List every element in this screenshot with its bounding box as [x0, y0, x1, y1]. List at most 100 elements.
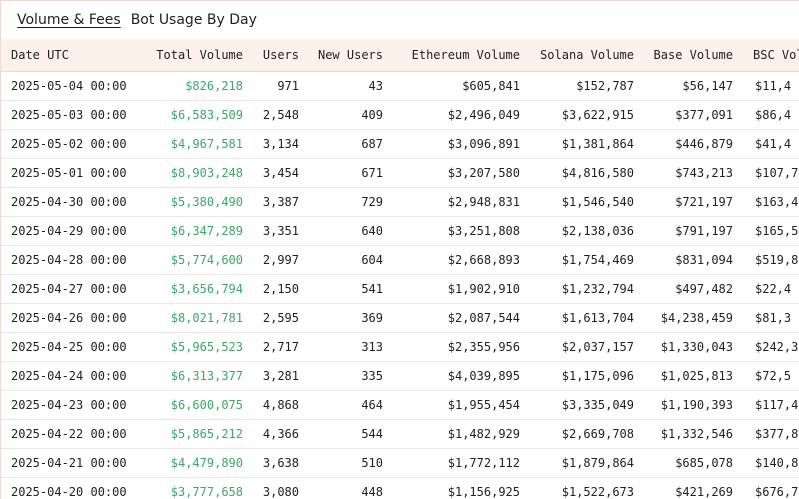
- table-row: 2025-05-02 00:00 $4,967,581 3,134 687 $3,096…: [1, 129, 799, 159]
- column-header-users[interactable]: Users: [253, 39, 309, 72]
- cell-ethereum-volume: $1,902,910: [393, 274, 530, 304]
- table-row: 2025-05-01 00:00 $8,903,248 3,454 671 $3,207…: [1, 158, 799, 188]
- cell-users: 2,595: [253, 303, 309, 333]
- column-header-total-volume[interactable]: Total Volume: [146, 39, 253, 72]
- cell-base-volume: $1,025,813: [644, 361, 743, 391]
- cell-new-users: 544: [309, 419, 393, 449]
- cell-ethereum-volume: $605,841: [393, 71, 530, 101]
- cell-bsc-volume: $41,4: [743, 129, 799, 159]
- column-header-new-users[interactable]: New Users: [309, 39, 393, 72]
- table-row: 2025-04-20 00:00 $3,777,658 3,080 448 $1,156…: [1, 477, 799, 499]
- cell-bsc-volume: $22,4: [743, 274, 799, 304]
- cell-date: 2025-05-04 00:00: [1, 71, 146, 101]
- cell-bsc-volume: $165,5: [743, 216, 799, 246]
- cell-base-volume: $56,147: [644, 71, 743, 101]
- cell-total-volume: $4,967,581: [146, 129, 253, 159]
- cell-date: 2025-04-21 00:00: [1, 448, 146, 478]
- cell-total-volume: $8,021,781: [146, 303, 253, 333]
- cell-solana-volume: $1,232,794: [530, 274, 644, 304]
- cell-base-volume: $831,094: [644, 245, 743, 275]
- cell-new-users: 510: [309, 448, 393, 478]
- cell-bsc-volume: $86,4: [743, 100, 799, 130]
- table-row: 2025-05-03 00:00 $6,583,509 2,548 409 $2,496…: [1, 100, 799, 130]
- column-header-date[interactable]: Date UTC: [1, 39, 146, 72]
- cell-solana-volume: $3,335,049: [530, 390, 644, 420]
- table-row: 2025-05-04 00:00 $826,218 971 43 $605,841 $15…: [1, 71, 799, 101]
- cell-date: 2025-04-30 00:00: [1, 187, 146, 217]
- cell-new-users: 729: [309, 187, 393, 217]
- cell-users: 4,366: [253, 419, 309, 449]
- cell-solana-volume: $1,175,096: [530, 361, 644, 391]
- cell-ethereum-volume: $1,955,454: [393, 390, 530, 420]
- column-header-base-volume[interactable]: Base Volume: [644, 39, 743, 72]
- cell-new-users: 409: [309, 100, 393, 130]
- cell-date: 2025-04-26 00:00: [1, 303, 146, 333]
- cell-total-volume: $3,777,658: [146, 477, 253, 499]
- tab-volume-fees[interactable]: Volume & Fees: [17, 12, 121, 28]
- cell-base-volume: $743,213: [644, 158, 743, 188]
- cell-date: 2025-05-01 00:00: [1, 158, 146, 188]
- cell-new-users: 640: [309, 216, 393, 246]
- table-header-row: Date UTC Total Volume Users New Users Ethere…: [1, 39, 799, 72]
- cell-total-volume: $6,600,075: [146, 390, 253, 420]
- tab-bot-usage-by-day[interactable]: Bot Usage By Day: [130, 12, 257, 28]
- cell-base-volume: $721,197: [644, 187, 743, 217]
- cell-ethereum-volume: $2,668,893: [393, 245, 530, 275]
- cell-solana-volume: $152,787: [530, 71, 644, 101]
- cell-date: 2025-04-29 00:00: [1, 216, 146, 246]
- cell-date: 2025-04-22 00:00: [1, 419, 146, 449]
- cell-users: 3,638: [253, 448, 309, 478]
- table-row: 2025-04-25 00:00 $5,965,523 2,717 313 $2,355…: [1, 332, 799, 362]
- cell-solana-volume: $2,037,157: [530, 332, 644, 362]
- table-row: 2025-04-26 00:00 $8,021,781 2,595 369 $2,087…: [1, 303, 799, 333]
- cell-date: 2025-04-28 00:00: [1, 245, 146, 275]
- cell-bsc-volume: $377,8: [743, 419, 799, 449]
- cell-ethereum-volume: $3,207,580: [393, 158, 530, 188]
- cell-ethereum-volume: $2,948,831: [393, 187, 530, 217]
- cell-base-volume: $377,091: [644, 100, 743, 130]
- cell-new-users: 313: [309, 332, 393, 362]
- volume-table: Date UTC Total Volume Users New Users Ethere…: [1, 39, 799, 499]
- cell-users: 2,150: [253, 274, 309, 304]
- column-header-bsc-volume[interactable]: BSC Volu: [743, 39, 799, 72]
- cell-base-volume: $4,238,459: [644, 303, 743, 333]
- table-scroll-area[interactable]: Date UTC Total Volume Users New Users Ethere…: [1, 39, 799, 499]
- cell-users: 2,997: [253, 245, 309, 275]
- cell-bsc-volume: $81,3: [743, 303, 799, 333]
- cell-ethereum-volume: $2,087,544: [393, 303, 530, 333]
- cell-bsc-volume: $117,4: [743, 390, 799, 420]
- cell-users: 2,717: [253, 332, 309, 362]
- table-row: 2025-04-29 00:00 $6,347,289 3,351 640 $3,251…: [1, 216, 799, 246]
- cell-total-volume: $3,656,794: [146, 274, 253, 304]
- cell-ethereum-volume: $1,482,929: [393, 419, 530, 449]
- column-header-ethereum-volume[interactable]: Ethereum Volume: [393, 39, 530, 72]
- cell-total-volume: $5,774,600: [146, 245, 253, 275]
- cell-bsc-volume: $107,7: [743, 158, 799, 188]
- cell-ethereum-volume: $2,496,049: [393, 100, 530, 130]
- cell-solana-volume: $1,522,673: [530, 477, 644, 499]
- cell-bsc-volume: $676,7: [743, 477, 799, 499]
- cell-bsc-volume: $163,4: [743, 187, 799, 217]
- cell-solana-volume: $3,622,915: [530, 100, 644, 130]
- cell-ethereum-volume: $1,156,925: [393, 477, 530, 499]
- table-row: 2025-04-23 00:00 $6,600,075 4,868 464 $1,955…: [1, 390, 799, 420]
- table-row: 2025-04-21 00:00 $4,479,890 3,638 510 $1,772…: [1, 448, 799, 478]
- table-row: 2025-04-30 00:00 $5,380,490 3,387 729 $2,948…: [1, 187, 799, 217]
- cell-solana-volume: $1,546,540: [530, 187, 644, 217]
- cell-new-users: 335: [309, 361, 393, 391]
- cell-ethereum-volume: $1,772,112: [393, 448, 530, 478]
- cell-new-users: 541: [309, 274, 393, 304]
- cell-solana-volume: $1,754,469: [530, 245, 644, 275]
- cell-users: 3,080: [253, 477, 309, 499]
- cell-bsc-volume: $242,3: [743, 332, 799, 362]
- cell-base-volume: $421,269: [644, 477, 743, 499]
- cell-users: 3,387: [253, 187, 309, 217]
- cell-date: 2025-04-20 00:00: [1, 477, 146, 499]
- column-header-solana-volume[interactable]: Solana Volume: [530, 39, 644, 72]
- cell-base-volume: $1,332,546: [644, 419, 743, 449]
- cell-new-users: 604: [309, 245, 393, 275]
- cell-users: 3,351: [253, 216, 309, 246]
- cell-base-volume: $446,879: [644, 129, 743, 159]
- cell-new-users: 687: [309, 129, 393, 159]
- cell-new-users: 448: [309, 477, 393, 499]
